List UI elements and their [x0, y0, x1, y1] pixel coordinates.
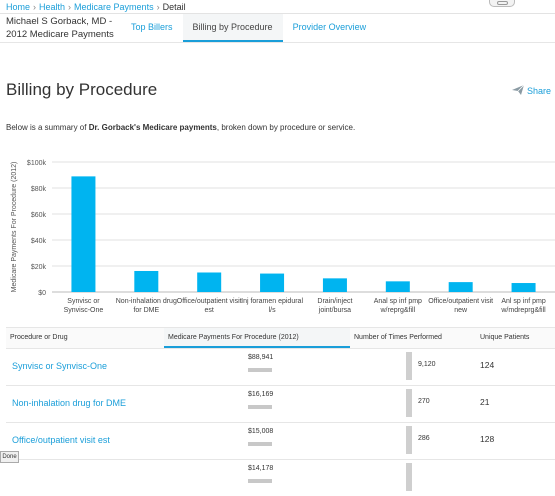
- header-divider: [0, 13, 555, 14]
- x-tick-label: Anl sp inf pmp: [501, 298, 545, 305]
- times-performed-value: 286: [418, 435, 430, 442]
- breadcrumb-separator: ›: [156, 2, 160, 12]
- done-button[interactable]: Done: [0, 451, 19, 463]
- times-performed-value: 9,120: [418, 361, 436, 368]
- chart-bar: [197, 272, 222, 292]
- breadcrumb-separator: ›: [33, 2, 37, 12]
- y-tick-label: $20k: [31, 264, 47, 271]
- payment-bar: [248, 479, 272, 483]
- x-tick-label: Office/outpatient visit: [177, 298, 242, 305]
- page-title: Billing by Procedure: [6, 80, 158, 99]
- billing-bar-chart: $0 $20k $40k $60k $80k $100k Medicare Payments…: [11, 160, 555, 314]
- header-unique-patients[interactable]: Unique Patients: [480, 334, 530, 341]
- times-performed-bar: [406, 426, 412, 454]
- x-tick-label: w/reprg&fill: [380, 307, 416, 314]
- table-row: Non-inhalation drug for DME $16,169 270 21: [6, 386, 555, 423]
- x-tick-label: est: [205, 307, 214, 314]
- table-body: Synvisc or Synvisc-One $88,941 9,120 124 Non…: [6, 349, 555, 496]
- header-bottom-divider: [0, 42, 555, 43]
- breadcrumb-medicare-payments-link[interactable]: Medicare Payments: [74, 2, 154, 12]
- breadcrumb-health-link[interactable]: Health: [39, 2, 66, 12]
- x-tick-label: joint/bursa: [318, 307, 351, 314]
- times-performed-bar: [406, 389, 412, 417]
- payment-value: $14,178: [248, 465, 274, 472]
- y-tick-label: $60k: [31, 212, 47, 219]
- tab-bar: Top Billers Billing by Procedure Provide…: [121, 14, 376, 42]
- share-icon: [512, 84, 525, 97]
- chart-bar: [322, 278, 347, 292]
- table-row: $14,178: [6, 460, 555, 496]
- payment-value: $88,941: [248, 354, 274, 361]
- payment-value: $15,008: [248, 428, 274, 435]
- times-performed-bar: [406, 463, 412, 491]
- payment-bar: [248, 405, 272, 409]
- share-button[interactable]: Share: [512, 84, 552, 97]
- y-tick-label: $80k: [31, 186, 47, 193]
- x-tick-label: Office/outpatient visit: [428, 298, 493, 305]
- x-tick-label: w/mdreprg&fill: [500, 307, 546, 314]
- summary-suffix: , broken down by procedure or service.: [216, 123, 356, 132]
- times-performed-bar: [406, 352, 412, 380]
- x-tick-label: Non-inhalation drug: [116, 298, 177, 305]
- x-tick-label: for DME: [133, 307, 159, 314]
- breadcrumb-current: Detail: [162, 2, 186, 12]
- chart-bar: [448, 282, 473, 292]
- payment-value: $16,169: [248, 391, 274, 398]
- summary-bold: Dr. Gorback's Medicare payments: [88, 123, 217, 132]
- procedure-link[interactable]: Non-inhalation drug for DME: [12, 398, 127, 408]
- breadcrumb-home-link[interactable]: Home: [6, 2, 31, 12]
- header-procedure[interactable]: Procedure or Drug: [10, 334, 68, 341]
- x-tick-label: Synvisc-One: [64, 307, 104, 314]
- provider-name-line2: 2012 Medicare Payments: [6, 29, 114, 40]
- procedure-link[interactable]: Synvisc or Synvisc-One: [12, 361, 108, 371]
- summary-prefix: Below is a summary of: [6, 123, 89, 132]
- summary-text: Below is a summary of Dr. Gorback's Medi…: [6, 123, 355, 132]
- table-row: Synvisc or Synvisc-One $88,941 9,120 124: [6, 349, 555, 386]
- breadcrumb-separator: ›: [68, 2, 72, 12]
- times-performed-value: 270: [418, 398, 430, 405]
- procedure-link[interactable]: Office/outpatient visit est: [12, 435, 110, 445]
- x-tick-label: Drain/inject: [317, 298, 352, 305]
- payment-bar: [248, 368, 272, 372]
- x-tick-label: Synvisc or: [67, 298, 100, 305]
- table-row: Office/outpatient visit est $15,008 286 128: [6, 423, 555, 460]
- x-tick-label: Inj foramen epidural: [241, 298, 303, 305]
- unique-patients-value: 128: [480, 434, 495, 444]
- tab-top-billers[interactable]: Top Billers: [131, 22, 173, 32]
- provider-name-line1: Michael S Gorback, MD -: [6, 16, 113, 27]
- y-tick-label: $100k: [27, 160, 47, 167]
- y-tick-label: $40k: [31, 238, 47, 245]
- tab-billing-by-procedure[interactable]: Billing by Procedure: [182, 14, 283, 42]
- payment-bar: [248, 442, 272, 446]
- x-tick-label: l/s: [269, 307, 277, 314]
- chart-bar: [511, 283, 536, 292]
- unique-patients-value: 124: [480, 360, 495, 370]
- chart-bar: [71, 176, 96, 292]
- share-label: Share: [527, 86, 552, 96]
- unique-patients-value: 21: [480, 397, 490, 407]
- chart-bar: [134, 270, 159, 292]
- table-header: Procedure or Drug Medicare Payments For …: [6, 327, 555, 349]
- breadcrumb: Home › Health › Medicare Payments › Detail: [6, 2, 186, 12]
- header-times-performed[interactable]: Number of Times Performed: [354, 334, 442, 341]
- tab-provider-overview[interactable]: Provider Overview: [292, 22, 367, 32]
- provider-name: Michael S Gorback, MD - 2012 Medicare Pa…: [6, 15, 121, 41]
- y-tick-label: $0: [38, 290, 46, 297]
- window-control-button[interactable]: [489, 0, 515, 7]
- procedure-table: Procedure or Drug Medicare Payments For …: [6, 327, 555, 496]
- x-tick-label: Anal sp inf pmp: [374, 298, 422, 305]
- chart-bar: [385, 281, 410, 292]
- x-tick-label: new: [454, 307, 468, 314]
- header-payments[interactable]: Medicare Payments For Procedure (2012): [164, 328, 350, 348]
- chart-bar: [260, 273, 285, 292]
- y-axis-title: Medicare Payments For Procedure (2012): [11, 162, 18, 293]
